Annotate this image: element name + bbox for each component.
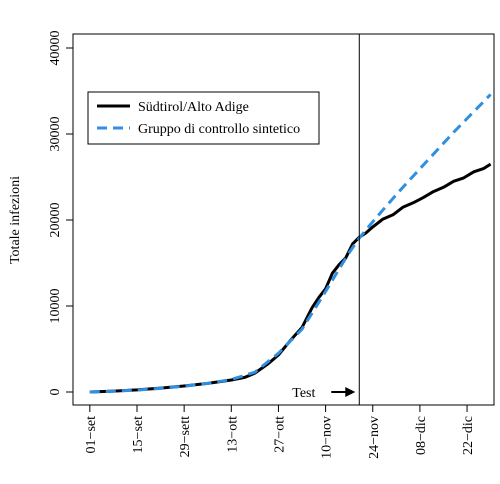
legend: Südtirol/Alto Adige Gruppo di controllo … <box>87 91 320 145</box>
y-tick-label: 40000 <box>48 31 63 66</box>
y-axis: 0 10000 20000 30000 40000 <box>48 31 73 396</box>
x-tick-label: 10−nov <box>320 416 335 459</box>
series-line-1 <box>89 93 492 394</box>
legend-label-sudtirol: Südtirol/Alto Adige <box>138 100 249 115</box>
y-axis-label: Totale infezioni <box>8 176 23 264</box>
test-annotation: Test <box>292 386 356 401</box>
x-axis: 01−set 15−set 29−sett 13−ott 27−ott 10−nov 24−… <box>84 405 476 459</box>
test-label: Test <box>292 386 315 401</box>
legend-box <box>87 91 320 145</box>
series-line-0 <box>89 162 492 394</box>
y-tick-label: 20000 <box>48 203 63 238</box>
x-tick-label: 27−ott <box>272 416 287 453</box>
x-tick-label: 15−set <box>131 416 146 454</box>
x-tick-label: 24−nov <box>367 416 382 459</box>
y-tick-label: 10000 <box>48 289 63 324</box>
x-tick-label: 22−dic <box>461 416 476 455</box>
x-tick-label: 29−sett <box>178 416 193 457</box>
x-tick-label: 08−dic <box>414 416 429 455</box>
test-arrow-head <box>345 387 356 397</box>
series-layer <box>89 93 492 394</box>
y-tick-label: 30000 <box>48 117 63 152</box>
x-tick-label: 01−set <box>84 416 99 454</box>
x-tick-label: 13−ott <box>225 416 240 453</box>
legend-label-controllo: Gruppo di controllo sintetico <box>138 122 300 137</box>
y-tick-label: 0 <box>48 389 63 396</box>
